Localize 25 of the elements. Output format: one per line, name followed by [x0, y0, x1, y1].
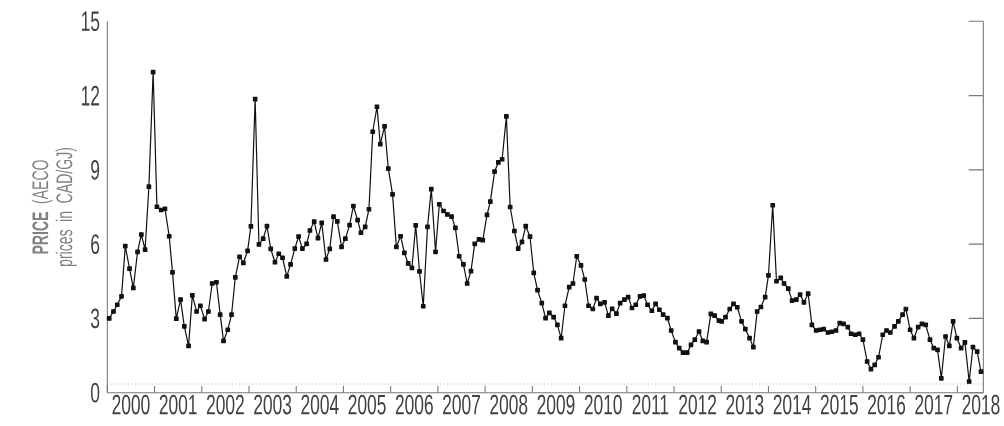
x-tick-label: 2005 [348, 394, 386, 415]
x-tick-label: 2009 [537, 394, 575, 415]
x-tick-label: 2000 [112, 394, 150, 415]
x-tick-label: 2012 [679, 394, 717, 415]
x-tick-label: 2007 [443, 394, 480, 415]
y-tick-label: 3 [90, 308, 100, 329]
x-tick-label: 2011 [632, 394, 669, 415]
x-tick-label: 2003 [254, 394, 292, 415]
x-tick-label: 2013 [726, 394, 764, 415]
y-tick-label: 12 [81, 85, 100, 106]
x-tick-label: 2017 [915, 394, 953, 415]
x-tick-label: 2001 [159, 394, 197, 415]
x-tick-label: 2004 [301, 394, 339, 415]
y-tick-label: 9 [91, 159, 100, 180]
x-tick-label: 2015 [820, 394, 858, 415]
x-tick-label: 2016 [868, 394, 906, 415]
x-tick-label: 2008 [490, 394, 528, 415]
x-tick-label: 2006 [395, 394, 433, 415]
x-tick-label: 2002 [206, 394, 244, 415]
y-tick-label: 0 [90, 382, 100, 403]
y-tick-label: 15 [81, 11, 100, 32]
x-tick-label: 2014 [773, 394, 811, 415]
y-tick-label: 6 [91, 234, 100, 255]
x-tick-label: 2018 [962, 394, 1000, 415]
x-tick-label: 2010 [584, 394, 622, 415]
